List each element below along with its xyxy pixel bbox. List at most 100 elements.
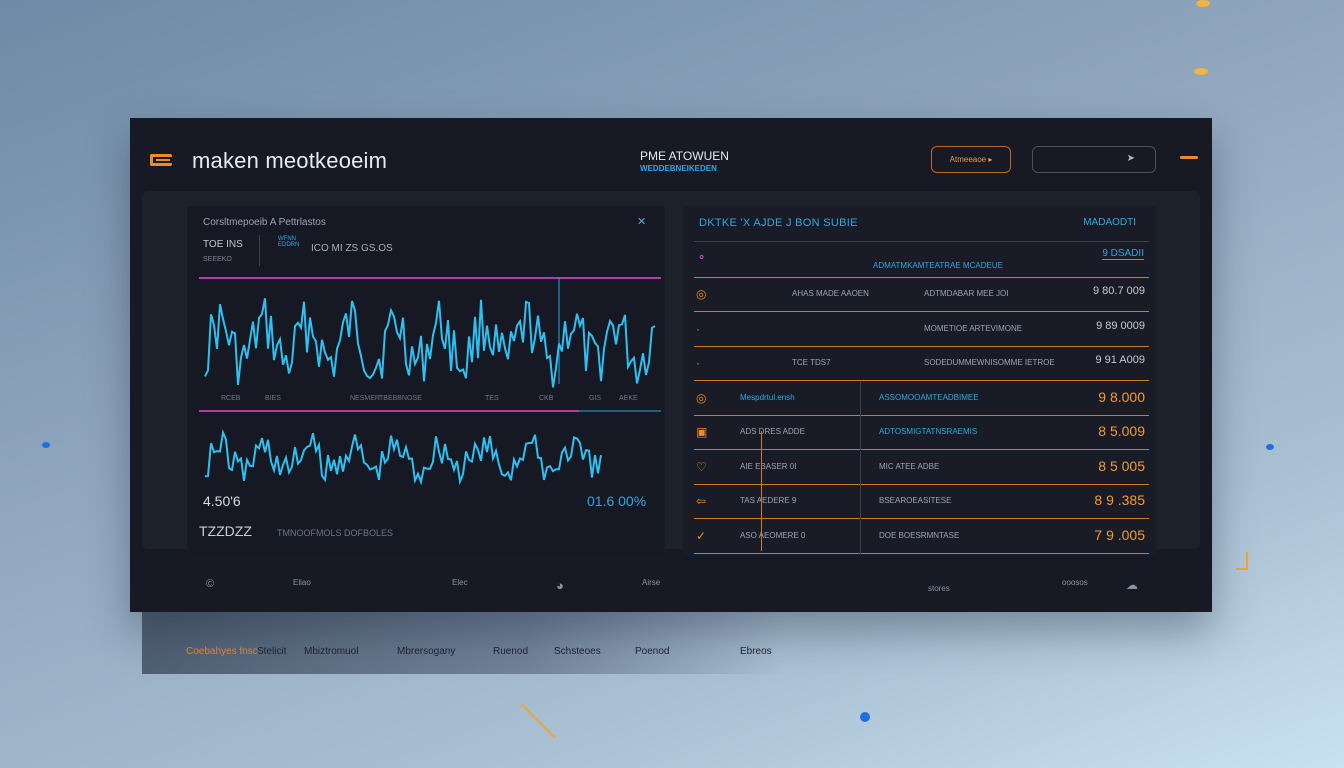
bottom-menu-item[interactable]: Coebahyes fnsc [186, 646, 258, 657]
dashboard-window: maken meotkeoeim PME ATOWUEN WEDDEBNEIKE… [130, 118, 1212, 612]
row-detail: DOE BOESRMNTASE [879, 530, 960, 540]
row-detail: ADTOSMIGTATNSRAEMIS [879, 427, 978, 436]
table-top-sub: ADMATMKAMTEATRAE MCADEUE [873, 261, 1003, 270]
waveform-top [204, 298, 656, 388]
row-detail: MOMETIOE ARTEVIMONE [924, 323, 1023, 333]
waveform-panel: Corsltmepoeib A Pettrlastos ✕ TOE INS SE… [187, 206, 665, 556]
table-title: DKTKE 'X AJDE J BON SUBIE [699, 217, 858, 229]
value-right: 01.6 00% [587, 493, 647, 509]
bottom-menu-item[interactable]: Schsteoes [554, 646, 601, 657]
square-icon: ▣ [696, 425, 708, 439]
row-label: ADS DRES ADDE [740, 427, 805, 436]
heart-icon: ♡ [696, 459, 707, 474]
axis-tick-label: AEKE [619, 395, 638, 402]
timestamp-subtitle: TMNOOFMOLS DOFBOLES [277, 528, 394, 538]
timestamp: TZZDZZ [199, 523, 252, 539]
decor-dot [1266, 444, 1274, 450]
cloud-icon[interactable]: ☁ [1126, 578, 1138, 592]
divider [694, 241, 1149, 242]
header-mid-title: PME ATOWUEN [640, 149, 729, 163]
table-row[interactable]: ◎ AHAS MADE AAOEN ADTMDABAR MEE JOI 9 80.7 … [694, 278, 1149, 312]
axis-tick-label: TES [485, 395, 499, 402]
table-top-value: 9 DSADII [1102, 248, 1144, 260]
row-detail: SODEDUMMEWNISOMME IETROE [924, 358, 1055, 367]
row-detail: MIC ATEE ADBE [879, 461, 940, 471]
footer-item[interactable]: Airse [642, 578, 661, 587]
footer-item[interactable]: Eliao [293, 578, 311, 587]
table-row[interactable]: ♡ AIE EBASER 0I MIC ATEE ADBE 8 5 005 [694, 450, 1149, 485]
column-divider [860, 519, 861, 554]
row-label: AHAS MADE AAOEN [792, 289, 869, 298]
primary-action-button[interactable]: Atmeeaoe ▸ [931, 146, 1011, 173]
dot-icon: · [696, 356, 700, 370]
data-table-panel: DKTKE 'X AJDE J BON SUBIE MADAODTI 9 DSA… [683, 206, 1156, 556]
axis-tick-label: RCEB [221, 395, 241, 402]
table-row[interactable]: · TCE TDS7 SODEDUMMEWNISOMME IETROE 9 91 A0… [694, 347, 1149, 381]
axis-tick-label: TBEBBNOSE [379, 395, 422, 402]
row-value: 8 5 005 [1098, 457, 1145, 474]
footer-item[interactable]: stores [928, 584, 950, 593]
row-label: ASO AEOMERE 0 [740, 530, 806, 540]
row-value: 8 9 .385 [1094, 492, 1145, 508]
table-header-right: MADAODTI [1083, 217, 1136, 228]
vertical-marker [761, 431, 762, 551]
column-divider [860, 450, 861, 485]
bottom-menu-item[interactable]: Ebreos [740, 646, 772, 657]
copyright-icon[interactable]: © [206, 578, 215, 590]
app-title: maken meotkeoeim [192, 148, 388, 173]
row-label: AIE EBASER 0I [740, 461, 797, 471]
decor-corner [1236, 552, 1248, 570]
divider [694, 277, 1149, 278]
menu-icon[interactable] [1180, 156, 1198, 159]
column-divider [860, 485, 861, 519]
bottom-menu-item[interactable]: Mbrersogany [397, 646, 456, 657]
axis-tick-label: NESMER [350, 395, 380, 402]
header-mid-subtitle: WEDDEBNEIKEDEN [640, 164, 717, 173]
eye-icon[interactable]: ◕ [556, 578, 564, 593]
bottom-menu-item[interactable]: Mbiztromuol [304, 646, 359, 657]
table-row[interactable]: ✓ ASO AEOMERE 0 DOE BOESRMNTASE 7 9 .005 [694, 519, 1149, 554]
panel-tag: WFNN EDDRN [278, 236, 300, 248]
axis-tick-label: CKB [539, 395, 554, 402]
panel-caption: SEEEKO [203, 256, 232, 263]
bottom-bar-background [142, 612, 782, 674]
decor-dot [1194, 68, 1208, 75]
arrow-icon: ⇦ [696, 494, 707, 508]
divider [259, 235, 260, 266]
row-value: 9 91 A009 [1095, 354, 1145, 366]
table-row[interactable]: ◎ Mespdrtul.ensh ASSOMOOAMTEADBIMEE 9 8.000 [694, 381, 1149, 416]
table-row[interactable]: ▣ ADS DRES ADDE ADTOSMIGTATNSRAEMIS 8 5.009 [694, 416, 1149, 450]
panel-tabs[interactable]: ICO MI ZS GS.OS [311, 243, 393, 254]
secondary-input-button[interactable]: ➤ [1032, 146, 1156, 173]
decor-dot [1196, 0, 1210, 7]
footer-item[interactable]: ooosos [1062, 578, 1088, 587]
dot-icon: · [696, 321, 700, 336]
bottom-menu: Coebahyes fnsc Stelicit Mbiztromuol Mbre… [186, 646, 806, 660]
row-label: Mespdrtul.ensh [740, 392, 795, 402]
row-value: 7 9 .005 [1094, 526, 1145, 543]
decor-line [520, 703, 556, 739]
row-value: 8 5.009 [1098, 423, 1145, 439]
circle-icon: ◎ [696, 287, 707, 301]
bottom-menu-item[interactable]: Poenod [635, 646, 670, 657]
circle-icon: ◎ [696, 390, 707, 405]
row-detail: ASSOMOOAMTEADBIMEE [879, 392, 979, 402]
footer-item[interactable]: Elec [452, 578, 468, 587]
e-logo-icon [150, 154, 172, 166]
close-icon[interactable]: ✕ [637, 216, 647, 228]
panel-title: Corsltmepoeib A Pettrlastos [203, 217, 326, 228]
waveform-chart: RCEB BIES NESMER TBEBBNOSE TES CKB GIS AEKE [199, 277, 661, 486]
row-label: TCE TDS7 [792, 358, 831, 367]
bottom-menu-item[interactable]: Ruenod [493, 646, 529, 657]
circle-icon: ⚬ [697, 252, 707, 264]
row-detail: ADTMDABAR MEE JOI [924, 289, 1009, 298]
table-row[interactable]: · MOMETIOE ARTEVIMONE 9 89 0009 [694, 313, 1149, 347]
panel-subtitle: TOE INS [203, 239, 243, 250]
row-label: TAS AEDERE 9 [740, 496, 797, 505]
row-value: 9 8.000 [1098, 388, 1145, 405]
table-row[interactable]: ⇦ TAS AEDERE 9 BSEAROEASITESE 8 9 .385 [694, 485, 1149, 519]
bottom-menu-item[interactable]: Stelicit [257, 646, 287, 657]
column-divider [860, 381, 861, 416]
column-divider [860, 416, 861, 450]
footer-bar: © Eliao Elec ◕ Airse stores ooosos ☁ [190, 578, 1150, 594]
